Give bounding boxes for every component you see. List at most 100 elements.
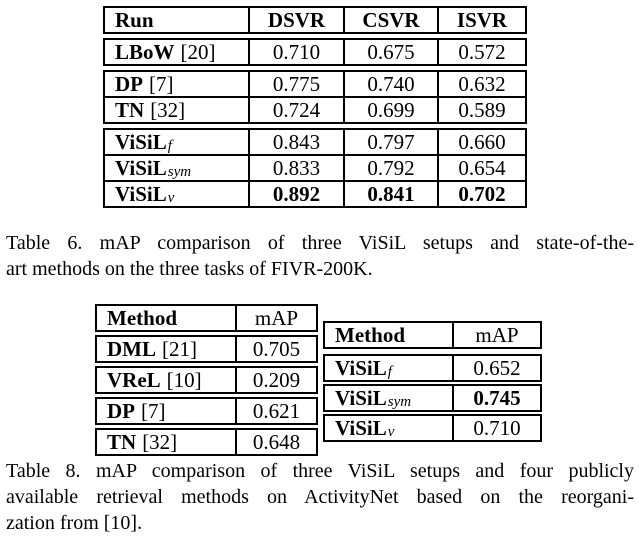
value-dsvr: 0.724 bbox=[248, 98, 343, 122]
table-row-vrel: VReL [10] 0.209 bbox=[97, 368, 316, 392]
value-isvr: 0.589 bbox=[437, 98, 525, 122]
table-row-lbow: LBoW [20] 0.710 0.675 0.572 bbox=[105, 40, 525, 64]
map-value: 0.648 bbox=[235, 430, 316, 454]
method-ref: [7] bbox=[149, 72, 174, 96]
method-name: ViSiL bbox=[115, 182, 167, 206]
table8-left-header-group: Method mAP bbox=[95, 304, 318, 332]
table6-header-row: Run DSVR CSVR ISVR bbox=[105, 8, 525, 32]
method-ref: [21] bbox=[162, 337, 197, 361]
method-cell-dp: DP [7] bbox=[105, 72, 248, 96]
value-dsvr: 0.710 bbox=[248, 40, 343, 64]
method-cell-lbow: LBoW [20] bbox=[105, 40, 248, 64]
value-isvr-best: 0.702 bbox=[437, 182, 525, 206]
table8-left-row-dp-box: DP [7] 0.621 bbox=[95, 397, 318, 425]
map-value: 0.705 bbox=[235, 337, 316, 361]
value-csvr: 0.740 bbox=[343, 72, 437, 96]
table6-col-header-isvr: ISVR bbox=[437, 8, 525, 32]
table6-group-baselines: DP [7] 0.775 0.740 0.632 TN [32] 0.724 0… bbox=[103, 70, 527, 124]
map-value: 0.209 bbox=[235, 368, 316, 392]
table8-left-col-header-method: Method bbox=[107, 306, 177, 330]
table-row-dml: DML [21] 0.705 bbox=[97, 337, 316, 361]
table8-right-visil-setups: Method mAP ViSiL f 0.652 ViSiL sym 0.745 bbox=[323, 321, 542, 442]
map-value: 0.710 bbox=[452, 416, 540, 440]
table8-right-header-row: Method mAP bbox=[325, 323, 540, 347]
table6-col-header-dsvr: DSVR bbox=[248, 8, 343, 32]
table6-col-header-csvr: CSVR bbox=[343, 8, 437, 32]
method-name: TN bbox=[115, 98, 145, 122]
table6-caption: Table 6. mAP comparison of three ViSiL s… bbox=[6, 230, 634, 282]
map-value-best: 0.745 bbox=[452, 386, 540, 410]
method-name: TN bbox=[107, 430, 137, 454]
table-row-tn: TN [32] 0.724 0.699 0.589 bbox=[105, 96, 525, 122]
table6-col-header-run: Run bbox=[115, 8, 154, 32]
value-dsvr-best: 0.892 bbox=[248, 182, 343, 206]
table-row-visil-f: ViSiL f 0.843 0.797 0.660 bbox=[105, 130, 525, 154]
map-value: 0.652 bbox=[452, 356, 540, 380]
method-cell-visil-v: ViSiL v bbox=[115, 182, 175, 206]
method-cell-visil-f: ViSiL f bbox=[115, 130, 172, 154]
method-cell-visil-sym: ViSiL sym bbox=[335, 386, 412, 410]
method-ref: [10] bbox=[166, 368, 202, 392]
caption-line: Table 8. mAP comparison of three ViSiL s… bbox=[6, 460, 634, 482]
table6-group-lbow: LBoW [20] 0.710 0.675 0.572 bbox=[103, 38, 527, 66]
table-row-visil-v: ViSiL v 0.710 bbox=[325, 416, 540, 440]
caption-line: available retrieval methods on ActivityN… bbox=[6, 486, 634, 508]
caption-line: art methods on the three tasks of FIVR-2… bbox=[6, 258, 373, 280]
table-row-dp: DP [7] 0.775 0.740 0.632 bbox=[105, 72, 525, 96]
table-row-visil-sym: ViSiL sym 0.745 bbox=[325, 386, 540, 410]
table8-left-col-header-map: mAP bbox=[235, 306, 316, 330]
table8-left-activitynet: Method mAP DML [21] 0.705 VReL [10] 0.20… bbox=[95, 304, 318, 456]
table-row-tn: TN [32] 0.648 bbox=[97, 430, 316, 454]
method-ref: [7] bbox=[141, 399, 166, 423]
caption-line: Table 6. mAP comparison of three ViSiL s… bbox=[6, 232, 634, 254]
table8-right-col-header-map: mAP bbox=[452, 323, 540, 347]
method-cell-dml: DML [21] bbox=[97, 337, 235, 361]
value-csvr: 0.699 bbox=[343, 98, 437, 122]
table8-left-row-tn-box: TN [32] 0.648 bbox=[95, 428, 318, 456]
table8-right-row-visil-sym-box: ViSiL sym 0.745 bbox=[323, 384, 542, 412]
table8-caption: Table 8. mAP comparison of three ViSiL s… bbox=[6, 458, 634, 536]
method-cell-tn: TN [32] bbox=[105, 98, 248, 122]
method-cell-tn: TN [32] bbox=[97, 430, 235, 454]
method-cell-vrel: VReL [10] bbox=[97, 368, 235, 392]
value-csvr-best: 0.841 bbox=[343, 182, 437, 206]
table8-right-row-visil-f-box: ViSiL f 0.652 bbox=[323, 354, 542, 382]
value-isvr: 0.660 bbox=[437, 130, 525, 154]
table8-right-row-visil-v-box: ViSiL v 0.710 bbox=[323, 414, 542, 442]
method-name: LBoW bbox=[115, 40, 175, 64]
value-dsvr: 0.775 bbox=[248, 72, 343, 96]
method-name: ViSiL bbox=[115, 130, 167, 154]
caption-line: zation from [10]. bbox=[6, 512, 143, 534]
method-cell-visil-f: ViSiL f bbox=[335, 356, 392, 380]
method-name: DP bbox=[107, 399, 135, 423]
table-row-visil-f: ViSiL f 0.652 bbox=[325, 356, 540, 380]
method-name: ViSiL bbox=[335, 386, 387, 410]
value-isvr: 0.632 bbox=[437, 72, 525, 96]
table-row-visil-sym: ViSiL sym 0.833 0.792 0.654 bbox=[105, 154, 525, 180]
table6-fivr200k: Run DSVR CSVR ISVR LBoW [20] 0.710 0.675… bbox=[103, 6, 527, 208]
value-isvr: 0.572 bbox=[437, 40, 525, 64]
method-ref: [32] bbox=[142, 430, 178, 454]
method-ref: [20] bbox=[180, 40, 216, 64]
value-dsvr: 0.833 bbox=[248, 156, 343, 180]
table8-right-col-header-method: Method bbox=[335, 323, 405, 347]
method-name: DML bbox=[107, 337, 156, 361]
value-dsvr: 0.843 bbox=[248, 130, 343, 154]
method-cell-visil-sym: ViSiL sym bbox=[115, 156, 192, 180]
table8-right-header-group: Method mAP bbox=[323, 321, 542, 349]
table8-left-row-dml-box: DML [21] 0.705 bbox=[95, 335, 318, 363]
table8-left-row-vrel-box: VReL [10] 0.209 bbox=[95, 366, 318, 394]
method-name: ViSiL bbox=[115, 156, 167, 180]
value-csvr: 0.797 bbox=[343, 130, 437, 154]
method-name: VReL bbox=[107, 368, 161, 392]
table6-header-group: Run DSVR CSVR ISVR bbox=[103, 6, 527, 34]
method-ref: [32] bbox=[150, 98, 186, 122]
method-cell-visil-v: ViSiL v bbox=[335, 416, 395, 440]
table6-group-visil: ViSiL f 0.843 0.797 0.660 ViSiL sym 0.833 … bbox=[103, 128, 527, 208]
table-row-dp: DP [7] 0.621 bbox=[97, 399, 316, 423]
method-name: ViSiL bbox=[335, 416, 387, 440]
method-name: ViSiL bbox=[335, 356, 387, 380]
method-name: DP bbox=[115, 72, 143, 96]
table8-left-header-row: Method mAP bbox=[97, 306, 316, 330]
